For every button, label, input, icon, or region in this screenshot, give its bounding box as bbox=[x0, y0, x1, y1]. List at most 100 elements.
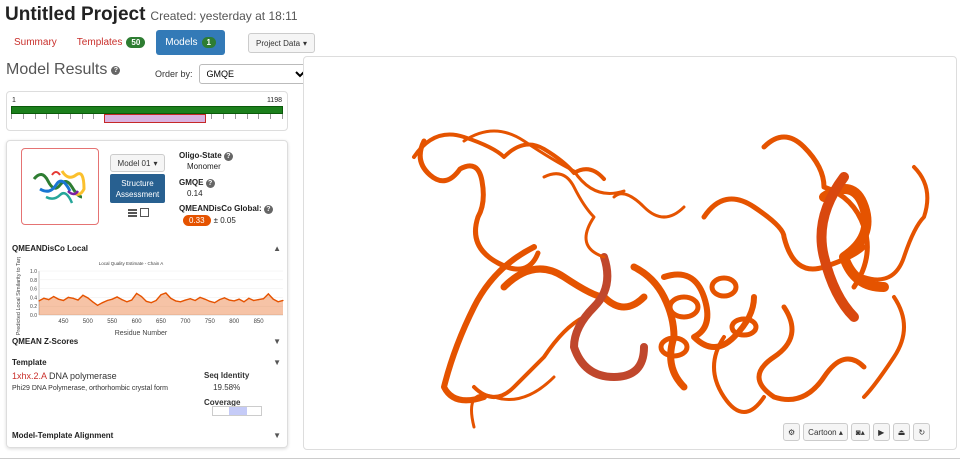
model-card: Model 01 ▾ Structure Assessment Oligo-Stat… bbox=[6, 140, 288, 448]
template-coverage-fill bbox=[229, 407, 247, 415]
coverage-tick bbox=[69, 114, 71, 119]
play-button[interactable]: ▶ bbox=[872, 423, 890, 441]
data-point bbox=[253, 299, 255, 302]
coverage-tick bbox=[234, 114, 236, 119]
structure-assessment-button[interactable]: Structure Assessment bbox=[110, 174, 165, 203]
data-point bbox=[238, 298, 240, 300]
coverage-tick bbox=[34, 114, 36, 119]
coverage-tick bbox=[81, 114, 83, 119]
data-point bbox=[57, 298, 60, 300]
caret-up-icon: ▴ bbox=[860, 427, 865, 437]
data-point bbox=[228, 299, 230, 301]
y-axis-label: Predicted Local Similarity to Target bbox=[16, 257, 22, 335]
eject-icon: ⏏ bbox=[897, 427, 906, 437]
coverage-tick bbox=[93, 114, 95, 119]
data-point bbox=[106, 299, 108, 302]
qmean-global-label: QMEANDisCo Global: bbox=[179, 204, 262, 213]
tab-templates[interactable]: Templates 50 bbox=[68, 30, 154, 55]
y-tick-label: 0.8 bbox=[30, 278, 37, 284]
alignment-header[interactable]: Model-Template Alignment ▼ bbox=[12, 431, 281, 440]
viewer-toolbar: ⚙ Cartoon ▴ ◙ ▴ ▶ ⏏ ↻ bbox=[783, 423, 931, 441]
coverage-tick bbox=[281, 114, 283, 119]
eject-button[interactable]: ⏏ bbox=[892, 423, 911, 441]
project-tabs: Summary Templates 50 Models 1 bbox=[5, 30, 225, 55]
coverage-panel: 1 1198 bbox=[6, 91, 288, 131]
chart-title: Local Quality Estimate - Chain A bbox=[99, 261, 164, 266]
local-quality-chart: 0.0 0.2 0.4 0.6 0.8 1.0 450 500 550 600 650 700 750 8… bbox=[16, 257, 284, 337]
caret-down-icon: ▾ bbox=[303, 38, 308, 48]
tab-summary[interactable]: Summary bbox=[5, 30, 66, 55]
settings-button[interactable]: ⚙ bbox=[783, 423, 801, 441]
data-point bbox=[272, 298, 274, 300]
tab-models[interactable]: Models 1 bbox=[156, 30, 225, 55]
data-point bbox=[248, 297, 250, 299]
x-tick-label: 800 bbox=[229, 319, 240, 325]
reset-button[interactable]: ↻ bbox=[913, 423, 931, 441]
data-point bbox=[233, 300, 235, 302]
screenshot-button[interactable]: ◙ ▴ bbox=[850, 423, 870, 441]
zscores-header[interactable]: QMEAN Z-Scores ▼ bbox=[12, 337, 281, 346]
data-point bbox=[48, 299, 50, 301]
list-icon[interactable] bbox=[128, 208, 137, 217]
coverage-tick bbox=[11, 114, 12, 119]
data-point bbox=[267, 293, 269, 295]
representation-dropdown[interactable]: Cartoon ▴ bbox=[803, 423, 848, 441]
data-point bbox=[184, 299, 186, 301]
oligo-state-label: Oligo-State bbox=[179, 151, 222, 160]
data-point bbox=[214, 302, 216, 304]
coverage-tick bbox=[270, 114, 272, 119]
coverage-tick bbox=[58, 114, 60, 119]
x-tick-label: 450 bbox=[58, 319, 69, 325]
templates-count-badge: 50 bbox=[126, 37, 146, 48]
play-icon: ▶ bbox=[878, 427, 885, 437]
project-data-dropdown[interactable]: Project Data ▾ bbox=[248, 33, 316, 53]
x-axis-label: Residue Number bbox=[115, 330, 168, 337]
series-area bbox=[39, 293, 283, 315]
gmqe-label-row: GMQE ? bbox=[179, 178, 215, 188]
structure-viewer[interactable] bbox=[303, 56, 957, 450]
data-point bbox=[282, 299, 284, 302]
data-point bbox=[223, 297, 226, 299]
help-icon[interactable]: ? bbox=[263, 205, 273, 214]
oligo-state-label-row: Oligo-State ? bbox=[179, 151, 233, 161]
help-icon[interactable]: ? bbox=[223, 152, 233, 161]
template-description: Phi29 DNA Polymerase, orthorhombic cryst… bbox=[12, 385, 168, 392]
tab-models-label: Models bbox=[165, 37, 198, 48]
model-select-label: Model 01 bbox=[117, 158, 151, 168]
data-point bbox=[82, 294, 84, 296]
y-tick-label: 0.4 bbox=[30, 295, 37, 301]
caret-up-icon: ▴ bbox=[838, 427, 843, 437]
camera-icon: ◙ bbox=[855, 427, 861, 437]
data-point bbox=[101, 302, 104, 304]
data-point bbox=[165, 292, 167, 294]
model-checkbox[interactable] bbox=[140, 208, 149, 217]
template-header[interactable]: Template ▼ bbox=[12, 358, 281, 367]
data-point bbox=[126, 301, 128, 303]
x-tick-label: 550 bbox=[107, 319, 118, 325]
model-coverage-selection[interactable] bbox=[104, 114, 206, 123]
model-select-button[interactable]: Model 01 ▾ bbox=[110, 154, 165, 172]
target-sequence-bar bbox=[11, 106, 283, 114]
data-point bbox=[67, 296, 69, 298]
data-point bbox=[262, 298, 265, 300]
data-point bbox=[218, 299, 221, 301]
models-count-badge: 1 bbox=[201, 37, 216, 48]
data-point bbox=[277, 301, 279, 303]
data-point bbox=[131, 299, 133, 301]
divider bbox=[0, 458, 960, 459]
template-id-link[interactable]: 1xhx.2.A bbox=[12, 371, 47, 381]
help-icon[interactable]: ? bbox=[111, 65, 121, 75]
qmean-local-header[interactable]: QMEANDisCo Local ▲ bbox=[12, 244, 281, 253]
title-row: Untitled Project Created: yesterday at 1… bbox=[5, 4, 298, 26]
data-point bbox=[243, 301, 245, 303]
data-point bbox=[150, 302, 152, 304]
model-thumbnail[interactable] bbox=[21, 148, 99, 225]
help-icon[interactable]: ? bbox=[205, 179, 215, 188]
order-by-select[interactable]: GMQE bbox=[198, 64, 309, 84]
coverage-label-row: Coverage bbox=[204, 398, 240, 407]
qmean-global-error: ± 0.05 bbox=[213, 216, 236, 225]
data-point bbox=[199, 296, 201, 298]
protein-cartoon bbox=[412, 129, 930, 429]
data-point bbox=[155, 299, 157, 302]
coverage-tick bbox=[223, 114, 225, 119]
